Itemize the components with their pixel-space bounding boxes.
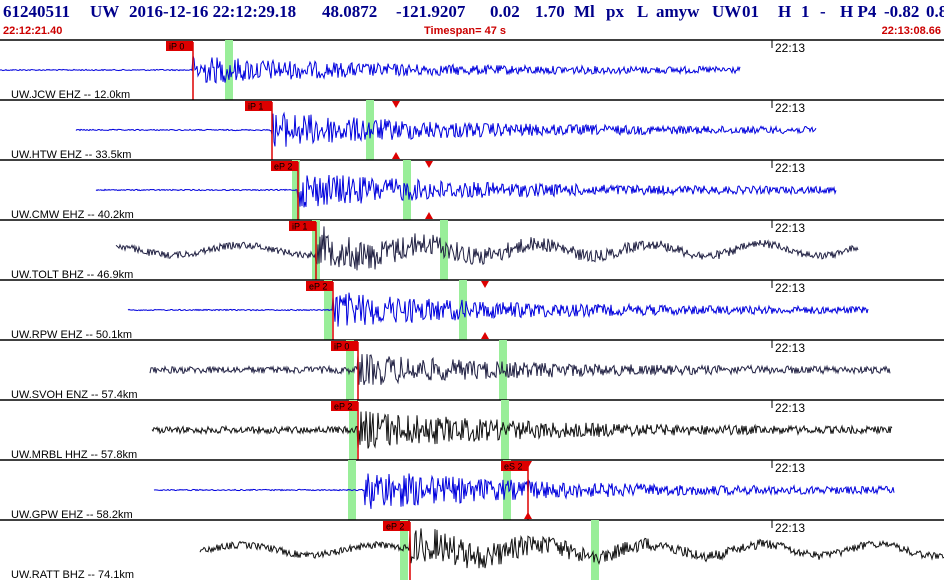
channel-label: UW.GPW EHZ -- 58.2km xyxy=(11,509,133,521)
channel-label: UW.JCW EHZ -- 12.0km xyxy=(11,89,130,101)
waveform-trace xyxy=(151,411,893,450)
minute-tick-label: 22:13 xyxy=(775,161,805,175)
value-1: -0.82 xyxy=(884,2,920,21)
pick-window xyxy=(503,460,511,520)
value-2: 0.84 xyxy=(926,2,944,21)
pick-window xyxy=(366,100,374,160)
longitude: -121.9207 xyxy=(396,2,466,21)
channel-panel[interactable]: eP 2 22:13 UW.RPW EHZ -- 50.1km xyxy=(0,279,944,341)
channel-panel[interactable]: iP 1 22:13 UW.TOLT BHZ -- 46.9km xyxy=(0,219,944,281)
amplitude-marker-bottom xyxy=(425,212,433,219)
network-code: UW xyxy=(90,2,120,21)
time-range-line: 22:12:21.40 Timespan= 47 s 22:13:08.66 xyxy=(0,24,944,38)
minute-tick-label: 22:13 xyxy=(775,461,805,475)
channel-panel[interactable]: iP 1 22:13 UW.HTW EHZ -- 33.5km xyxy=(0,99,944,161)
event-id: 61240511 xyxy=(3,2,71,21)
channel-panel[interactable]: eP 2 22:13 UW.CMW EHZ -- 40.2km xyxy=(0,159,944,221)
channel-panel[interactable]: eS 2 22:13 UW.GPW EHZ -- 58.2km xyxy=(0,459,944,521)
amplitude-marker-bottom xyxy=(524,512,532,519)
channel-panel[interactable]: eP 2 22:13 UW.RATT BHZ -- 74.1km xyxy=(0,519,944,580)
origin-datetime: 2016-12-16 22:12:29.18 xyxy=(129,2,297,21)
minute-tick-label: 22:13 xyxy=(775,521,805,535)
pick-label: eS 2 xyxy=(504,462,523,472)
pick-label: eP 2 xyxy=(334,402,352,412)
amplitude-marker-top xyxy=(481,281,489,288)
quality: 01 xyxy=(742,2,759,21)
pick-label-box[interactable] xyxy=(306,281,333,291)
pick-label: iP 0 xyxy=(169,42,184,52)
pick-type: H P4 xyxy=(840,2,877,21)
waveform-trace xyxy=(75,111,817,147)
pick-window xyxy=(348,460,356,520)
pick-label: eP 2 xyxy=(386,522,404,532)
waveform-trace xyxy=(149,354,891,386)
pick-window xyxy=(400,520,408,580)
amplitude-marker-bottom xyxy=(392,152,400,159)
pick-window xyxy=(440,220,448,280)
pick-label: iP 1 xyxy=(248,102,263,112)
waveform-trace xyxy=(115,226,859,271)
channel-label: UW.HTW EHZ -- 33.5km xyxy=(11,149,131,161)
end-time: 22:13:08.66 xyxy=(881,25,941,37)
author: amyw xyxy=(656,2,700,21)
pick-label-box[interactable] xyxy=(271,161,298,171)
pick-window xyxy=(225,40,233,100)
minute-tick-label: 22:13 xyxy=(775,401,805,415)
latitude: 48.0872 xyxy=(322,2,378,21)
timespan: Timespan= 47 s xyxy=(424,25,507,37)
waveform-trace xyxy=(153,473,895,509)
pick-label-box[interactable] xyxy=(245,101,272,111)
pick-label-box[interactable] xyxy=(331,401,358,411)
depth: 0.02 xyxy=(490,2,520,21)
location-flag: L xyxy=(637,2,649,21)
start-time: 22:12:21.40 xyxy=(3,25,63,37)
pick-label-box[interactable] xyxy=(289,221,316,231)
minute-tick-label: 22:13 xyxy=(775,221,805,235)
minute-tick-label: 22:13 xyxy=(775,341,805,355)
pick-label: eP 2 xyxy=(274,162,292,172)
amplitude-marker-top xyxy=(392,101,400,108)
waveform-trace xyxy=(95,174,837,208)
pick-label: iP 1 xyxy=(292,222,307,232)
waveform-trace xyxy=(127,292,869,327)
minute-tick-label: 22:13 xyxy=(775,101,805,115)
pick-label-box[interactable] xyxy=(331,341,358,351)
minute-tick-label: 22:13 xyxy=(775,281,805,295)
pick-label-box[interactable] xyxy=(383,521,410,531)
magnitude-type: Ml xyxy=(574,2,595,21)
count: 1 xyxy=(801,2,810,21)
waveform-trace xyxy=(0,55,741,84)
channel-panel[interactable]: iP 0 22:13 UW.JCW EHZ -- 12.0km xyxy=(0,39,944,101)
amplitude-marker-bottom xyxy=(481,332,489,339)
amplitude-marker-top xyxy=(524,461,532,468)
channel-panel[interactable]: iP 0 22:13 UW.SVOH ENZ -- 57.4km xyxy=(0,339,944,401)
channel-label: UW.RATT BHZ -- 74.1km xyxy=(11,569,134,580)
flag-h: H xyxy=(778,2,792,21)
pick-label-box[interactable] xyxy=(501,461,528,471)
minute-tick-label: 22:13 xyxy=(775,41,805,55)
pick-label-box[interactable] xyxy=(166,41,193,51)
channel-panel[interactable]: eP 2 22:13 UW.MRBL HHZ -- 57.8km xyxy=(0,399,944,461)
channel-label: UW.RPW EHZ -- 50.1km xyxy=(11,329,132,341)
channel-label: UW.MRBL HHZ -- 57.8km xyxy=(11,449,137,461)
waveform-trace xyxy=(199,528,944,569)
amplitude-marker-top xyxy=(425,161,433,168)
event-summary-line: 61240511 UW 2016-12-16 22:12:29.18 48.08… xyxy=(0,2,944,22)
channel-label: UW.SVOH ENZ -- 57.4km xyxy=(11,389,138,401)
pick-label: iP 0 xyxy=(334,342,349,352)
type-code: px xyxy=(606,2,624,21)
channel-label: UW.CMW EHZ -- 40.2km xyxy=(11,209,134,221)
channel-label: UW.TOLT BHZ -- 46.9km xyxy=(11,269,133,281)
auth-network: UW xyxy=(712,2,742,21)
dash: - xyxy=(820,2,826,21)
pick-window xyxy=(591,520,599,580)
pick-window xyxy=(403,160,411,220)
pick-label: eP 2 xyxy=(309,282,327,292)
event-header: 61240511 UW 2016-12-16 22:12:29.18 48.08… xyxy=(0,0,944,38)
magnitude: 1.70 xyxy=(535,2,565,21)
